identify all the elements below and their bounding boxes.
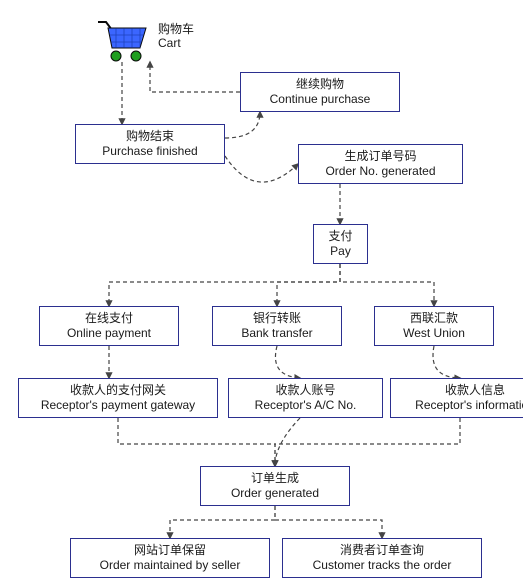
node-wu-zh: 西联汇款 bbox=[410, 311, 458, 326]
node-continue: 继续购物Continue purchase bbox=[240, 72, 400, 112]
edge-wu-to-info bbox=[433, 346, 460, 378]
node-acct-zh: 收款人账号 bbox=[275, 383, 335, 398]
cart-label: 购物车Cart bbox=[158, 22, 194, 51]
edge-finished-to-continue bbox=[225, 112, 260, 138]
edge-bank-to-acct bbox=[275, 346, 300, 378]
cart-label-zh: 购物车 bbox=[158, 22, 194, 36]
node-acct: 收款人账号Receptor's A/C No. bbox=[228, 378, 383, 418]
node-track-zh: 消费者订单查询 bbox=[340, 543, 424, 558]
node-info-zh: 收款人信息 bbox=[445, 383, 505, 398]
node-pay-zh: 支付 bbox=[328, 229, 352, 244]
edge-pay-to-bank bbox=[277, 264, 340, 306]
edge-acct-to-ordergen bbox=[275, 418, 300, 466]
node-online-en: Online payment bbox=[67, 326, 151, 341]
node-info-en: Receptor's information bbox=[415, 398, 523, 413]
node-pay: 支付Pay bbox=[313, 224, 368, 264]
node-info: 收款人信息Receptor's information bbox=[390, 378, 523, 418]
edge-finished-to-orderno bbox=[225, 156, 298, 182]
node-acct-en: Receptor's A/C No. bbox=[255, 398, 357, 413]
node-finished-en: Purchase finished bbox=[102, 144, 197, 159]
node-track: 消费者订单查询Customer tracks the order bbox=[282, 538, 482, 578]
node-online-zh: 在线支付 bbox=[85, 311, 133, 326]
node-finished: 购物结束Purchase finished bbox=[75, 124, 225, 164]
node-wu-en: West Union bbox=[403, 326, 465, 341]
node-orderno: 生成订单号码Order No. generated bbox=[298, 144, 463, 184]
node-orderno-zh: 生成订单号码 bbox=[344, 149, 416, 164]
node-wu: 西联汇款West Union bbox=[374, 306, 494, 346]
edge-pay-to-wu bbox=[340, 264, 434, 306]
node-finished-zh: 购物结束 bbox=[126, 129, 174, 144]
node-pay-en: Pay bbox=[330, 244, 351, 259]
node-gateway: 收款人的支付网关Receptor's payment gateway bbox=[18, 378, 218, 418]
edge-ordergen-to-maint bbox=[170, 506, 275, 538]
node-continue-zh: 继续购物 bbox=[296, 77, 344, 92]
node-ordergen-en: Order generated bbox=[231, 486, 319, 501]
node-bank: 银行转账Bank transfer bbox=[212, 306, 342, 346]
edge-continue-to-cart bbox=[150, 62, 240, 92]
node-ordergen: 订单生成Order generated bbox=[200, 466, 350, 506]
flowchart-stage: 继续购物Continue purchase 购物结束Purchase finish… bbox=[0, 0, 523, 586]
node-gateway-en: Receptor's payment gateway bbox=[41, 398, 195, 413]
node-maint: 网站订单保留Order maintained by seller bbox=[70, 538, 270, 578]
node-online: 在线支付Online payment bbox=[39, 306, 179, 346]
node-gateway-zh: 收款人的支付网关 bbox=[70, 383, 166, 398]
node-track-en: Customer tracks the order bbox=[313, 558, 452, 573]
node-bank-zh: 银行转账 bbox=[253, 311, 301, 326]
cart-icon bbox=[96, 18, 148, 62]
node-ordergen-zh: 订单生成 bbox=[251, 471, 299, 486]
cart-label-en: Cart bbox=[158, 36, 194, 50]
edge-gateway-to-ordergen bbox=[118, 418, 275, 466]
node-maint-en: Order maintained by seller bbox=[100, 558, 241, 573]
node-bank-en: Bank transfer bbox=[241, 326, 312, 341]
node-maint-zh: 网站订单保留 bbox=[134, 543, 206, 558]
node-orderno-en: Order No. generated bbox=[325, 164, 435, 179]
edge-info-to-ordergen bbox=[275, 418, 460, 466]
edge-pay-to-online bbox=[109, 264, 340, 306]
edge-ordergen-to-track bbox=[275, 506, 382, 538]
node-continue-en: Continue purchase bbox=[270, 92, 371, 107]
